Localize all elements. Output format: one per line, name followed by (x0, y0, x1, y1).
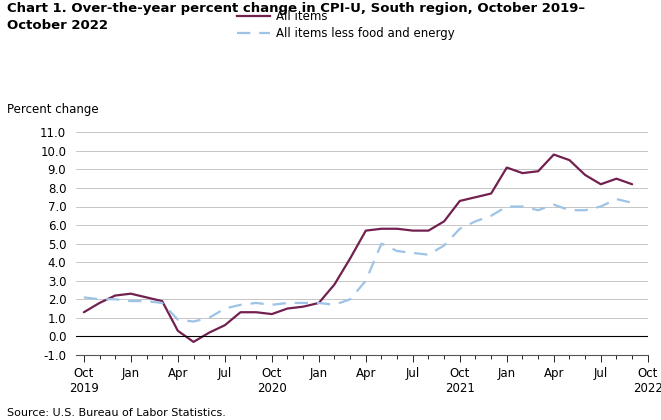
Text: Percent change: Percent change (7, 103, 98, 116)
Text: October 2022: October 2022 (7, 19, 108, 32)
Text: Source: U.S. Bureau of Labor Statistics.: Source: U.S. Bureau of Labor Statistics. (7, 408, 225, 418)
Text: Chart 1. Over-the-year percent change in CPI-U, South region, October 2019–: Chart 1. Over-the-year percent change in… (7, 2, 585, 15)
Legend: All items, All items less food and energy: All items, All items less food and energ… (237, 10, 455, 39)
